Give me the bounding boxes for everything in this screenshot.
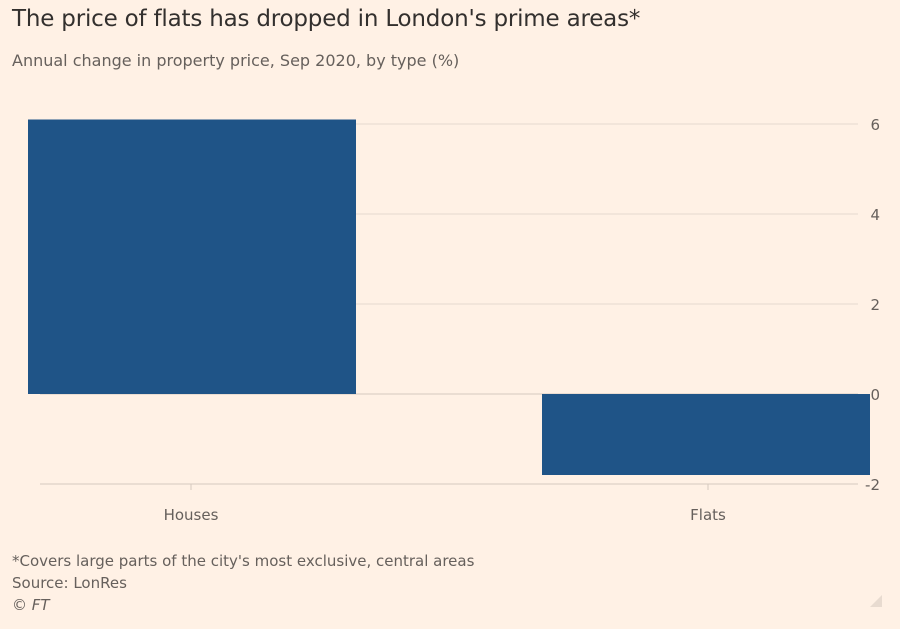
y-tick-label: -2 — [865, 476, 880, 494]
y-tick-label: 0 — [870, 386, 880, 404]
bar-flats — [542, 394, 870, 475]
resize-handle-icon[interactable] — [870, 595, 882, 607]
chart-subtitle: Annual change in property price, Sep 202… — [12, 51, 460, 70]
axes: 6 4 2 0 -2 Houses Flats — [164, 116, 880, 524]
chart-title: The price of flats has dropped in London… — [12, 6, 641, 32]
x-tick-label: Flats — [690, 506, 726, 524]
bars — [28, 119, 870, 475]
y-tick-label: 6 — [870, 116, 880, 134]
source-note: Source: LonRes — [12, 574, 127, 592]
y-tick-label: 2 — [870, 296, 880, 314]
y-tick-label: 4 — [870, 206, 880, 224]
bar-houses — [28, 119, 356, 394]
copyright: © FT — [12, 596, 50, 614]
footnote: *Covers large parts of the city's most e… — [12, 552, 475, 570]
x-tick-label: Houses — [164, 506, 219, 524]
bar-chart: 6 4 2 0 -2 Houses Flats — [28, 116, 880, 524]
